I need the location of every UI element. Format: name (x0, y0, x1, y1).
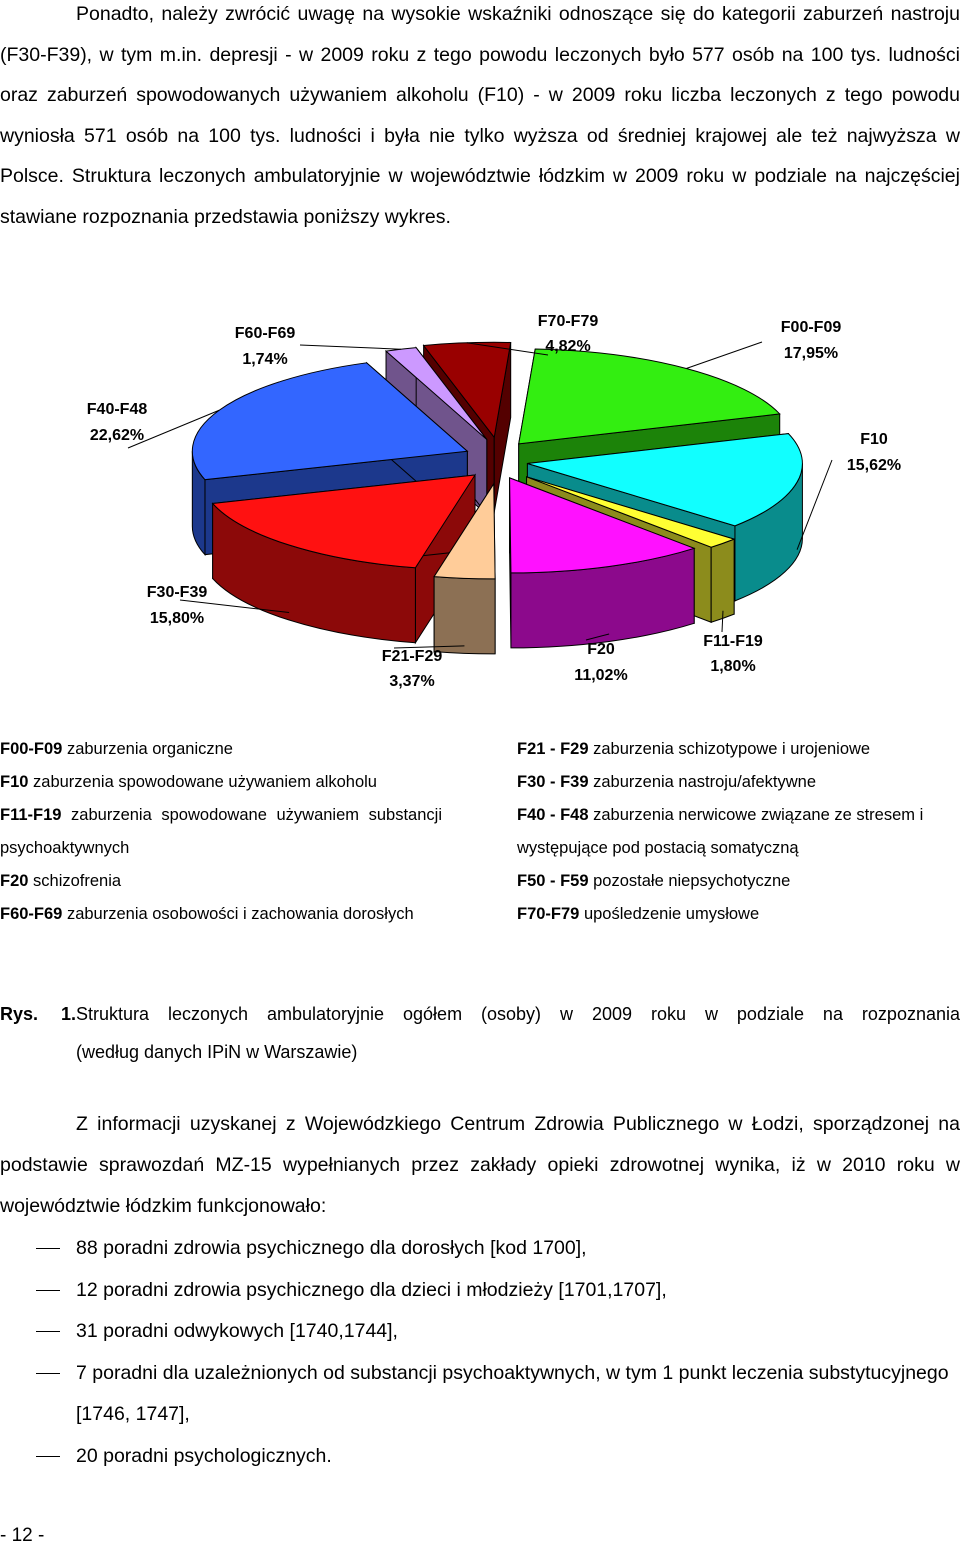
legend-item-f70: F70-F79 upośledzenie umysłowe (517, 905, 760, 923)
caption-line1: Struktura leczonych ambulatoryjnie ogółe… (76, 1004, 960, 1024)
label-f20-val: 11,02% (574, 667, 627, 684)
leader-line-f00-f09 (686, 341, 763, 369)
legend-item-f20: F20 schizofrenia (0, 872, 122, 890)
list-item: 7 poradni dla uzależnionych od substancj… (0, 1353, 960, 1436)
label-f10-cat: F10 (860, 431, 888, 448)
label-f30-cat: F30-F39 (147, 584, 208, 601)
caption-number: Rys. 1. (0, 1004, 76, 1024)
label-f30-val: 15,80% (150, 610, 204, 627)
dash-bullet-icon (36, 1372, 60, 1374)
leader-line-f20 (585, 633, 610, 641)
pie-slice-f20 (509, 477, 696, 649)
leader-line-f60-f69 (299, 344, 401, 350)
second-paragraph: Z informacji uzyskanej z Wojewódzkiego C… (0, 1104, 960, 1227)
label-f60-cat: F60-F69 (235, 325, 296, 342)
leader-line-f30-f39 (179, 599, 290, 614)
leader-line-f11-f19 (721, 610, 724, 633)
label-f70-val: 4,82% (545, 338, 590, 355)
label-f11-cat: F11-F19 (703, 633, 763, 650)
label-f10-val: 15,62% (847, 457, 901, 474)
list-item: 20 poradni psychologicznych. (0, 1436, 960, 1478)
list-item: 31 poradni odwykowych [1740,1744], (0, 1311, 960, 1353)
dash-bullet-icon (36, 1455, 60, 1457)
label-f20-cat: F20 (587, 641, 615, 658)
pie-chart: F60-F69 1,74% F70-F79 4,82% F00-F09 17,9… (87, 313, 901, 690)
page-number: - 12 - (0, 1525, 45, 1546)
label-f70-cat: F70-F79 (538, 313, 599, 330)
legend-item-f30: F30 - F39 zaburzenia nastroju/afektywne (517, 773, 816, 791)
figure-caption: Rys. 1.Struktura leczonych ambulatoryjni… (0, 995, 960, 1071)
intro-paragraph: Ponadto, należy zwrócić uwagę na wysokie… (0, 0, 960, 238)
leader-line-f10 (796, 459, 833, 550)
legend-item-f60: F60-F69 zaburzenia osobowości i zachowan… (0, 905, 414, 923)
pie-slice-f21-f29 (433, 482, 496, 655)
label-f00-val: 17,95% (784, 345, 838, 362)
leader-line-f70-f79 (466, 342, 549, 356)
dash-bullet-icon (36, 1248, 60, 1249)
caption-line2: (według danych IPiN w Warszawie) (76, 1042, 358, 1062)
dash-bullet-icon (36, 1331, 60, 1332)
legend-item-f11: F11-F19 zaburzenia spowodowane używaniem… (0, 806, 442, 857)
legend-right: F21 - F29 zaburzenia schizotypowe i uroj… (517, 733, 960, 931)
leader-line-f40-f48 (127, 409, 220, 449)
label-f21-cat: F21-F29 (382, 648, 443, 665)
label-f60-val: 1,74% (242, 351, 287, 368)
legend-item-f50: F50 - F59 pozostałe niepsychotyczne (517, 872, 791, 890)
dash-bullet-icon (36, 1289, 60, 1291)
clinics-list: 88 poradni zdrowia psychicznego dla doro… (0, 1228, 960, 1477)
legend-item-f21: F21 - F29 zaburzenia schizotypowe i uroj… (517, 740, 871, 758)
label-f21-val: 3,37% (389, 673, 434, 690)
legend-left: F00-F09 zaburzenia organiczne F10 zaburz… (0, 733, 442, 931)
intro-text: Ponadto, należy zwrócić uwagę na wysokie… (0, 3, 960, 228)
leader-line-f21-f29 (393, 645, 465, 649)
label-f40-cat: F40-F48 (87, 401, 148, 418)
list-item: 88 poradni zdrowia psychicznego dla doro… (0, 1228, 960, 1270)
legend-item-f10: F10 zaburzenia spowodowane używaniem alk… (0, 773, 377, 791)
second-paragraph-text: Z informacji uzyskanej z Wojewódzkiego C… (0, 1113, 960, 1217)
legend-item-f00: F00-F09 zaburzenia organiczne (0, 740, 233, 758)
legend-item-f40: F40 - F48 zaburzenia nerwicowe związane … (517, 806, 924, 857)
label-f00-cat: F00-F09 (781, 319, 842, 336)
label-f11-val: 1,80% (710, 658, 755, 675)
list-item: 12 poradni zdrowia psychicznego dla dzie… (0, 1270, 960, 1312)
label-f40-val: 22,62% (90, 427, 144, 444)
